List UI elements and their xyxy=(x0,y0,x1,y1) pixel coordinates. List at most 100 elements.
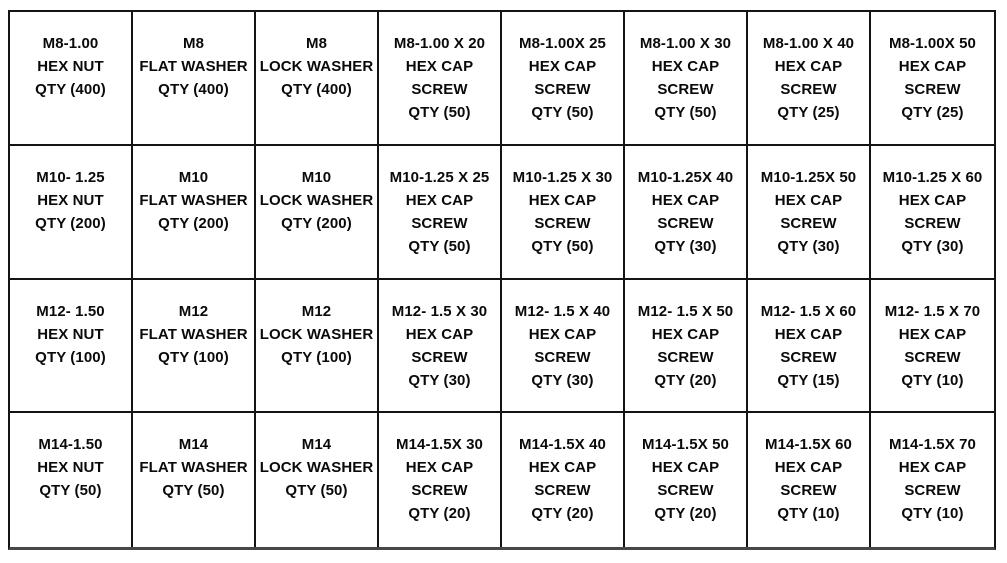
label-size: M14 xyxy=(301,436,332,454)
label-qty: QTY (50) xyxy=(654,104,717,121)
label-part: HEX CAP xyxy=(528,325,597,343)
label-part: HEX CAP xyxy=(651,325,720,343)
label-part: HEX CAP xyxy=(405,325,474,343)
label-part: HEX CAP xyxy=(405,459,474,477)
label-qty: QTY (50) xyxy=(39,482,102,500)
label-qty: QTY (200) xyxy=(281,214,352,232)
label-part: SCREW xyxy=(904,81,961,98)
label-qty: QTY (200) xyxy=(35,214,106,232)
label-size: M10-1.25X 50 xyxy=(760,168,857,186)
label-part: HEX CAP xyxy=(405,191,474,209)
bin-label-r1c0: M10- 1.25 HEX NUT QTY (200) xyxy=(10,145,133,280)
label-part: HEX CAP xyxy=(651,191,720,209)
label-part: HEX NUT xyxy=(37,191,104,209)
label-qty: QTY (30) xyxy=(777,237,840,255)
label-part: SCREW xyxy=(780,482,837,500)
label-qty: QTY (50) xyxy=(531,104,594,121)
label-part: SCREW xyxy=(411,214,468,232)
label-size: M10-1.25 X 60 xyxy=(882,168,983,186)
bin-label-r0c7: M8-1.00X 50 HEX CAP SCREW QTY (25) xyxy=(871,12,994,146)
bin-label-r3c6: M14-1.5X 60 HEX CAP SCREW QTY (10) xyxy=(748,413,871,547)
label-size: M14 xyxy=(178,436,209,454)
bin-label-r2c4: M12- 1.5 X 40 HEX CAP SCREW QTY (30) xyxy=(502,279,625,414)
label-part: SCREW xyxy=(534,81,591,98)
label-size: M10-1.25 X 30 xyxy=(512,168,613,186)
label-part: LOCK WASHER xyxy=(259,325,374,343)
label-qty: QTY (50) xyxy=(408,104,471,121)
label-qty: QTY (400) xyxy=(281,81,352,98)
bin-label-r1c7: M10-1.25 X 60 HEX CAP SCREW QTY (30) xyxy=(871,146,994,280)
bin-label-r2c0: M12- 1.50 HEX NUT QTY (100) xyxy=(10,279,133,414)
label-part: SCREW xyxy=(657,482,714,500)
label-part: HEX CAP xyxy=(898,459,967,477)
label-qty: QTY (20) xyxy=(654,371,717,389)
label-part: SCREW xyxy=(657,348,714,366)
label-size: M10-1.25X 40 xyxy=(637,168,734,186)
label-qty: QTY (30) xyxy=(531,371,594,389)
hardware-assortment-grid: M8-1.00 HEX NUT QTY (400) M8 FLAT WASHER… xyxy=(8,10,996,550)
label-size: M12 xyxy=(178,302,209,320)
bin-label-r3c7: M14-1.5X 70 HEX CAP SCREW QTY (10) xyxy=(871,413,994,547)
label-part: HEX CAP xyxy=(898,58,967,75)
label-size: M8-1.00 X 40 xyxy=(762,35,855,52)
bin-label-r1c4: M10-1.25 X 30 HEX CAP SCREW QTY (50) xyxy=(502,145,625,280)
label-qty: QTY (10) xyxy=(901,505,964,523)
label-qty: QTY (20) xyxy=(531,505,594,523)
label-size: M12- 1.5 X 70 xyxy=(884,302,981,320)
label-qty: QTY (100) xyxy=(35,348,106,366)
bin-label-r3c0: M14-1.50 HEX NUT QTY (50) xyxy=(10,413,133,547)
bin-label-r1c6: M10-1.25X 50 HEX CAP SCREW QTY (30) xyxy=(748,145,871,280)
bin-label-r3c5: M14-1.5X 50 HEX CAP SCREW QTY (20) xyxy=(625,413,748,547)
bin-label-r1c3: M10-1.25 X 25 HEX CAP SCREW QTY (50) xyxy=(379,145,502,280)
label-size: M12- 1.5 X 40 xyxy=(514,302,611,320)
label-part: SCREW xyxy=(411,81,468,98)
label-qty: QTY (20) xyxy=(408,505,471,523)
label-part: HEX CAP xyxy=(528,58,597,75)
label-size: M8-1.00 X 20 xyxy=(393,35,486,52)
label-part: SCREW xyxy=(534,482,591,500)
label-qty: QTY (50) xyxy=(285,482,348,500)
label-part: HEX CAP xyxy=(774,325,843,343)
label-size: M8-1.00X 25 xyxy=(519,35,606,52)
label-qty: QTY (30) xyxy=(408,371,471,389)
label-part: SCREW xyxy=(780,348,837,366)
label-qty: QTY (50) xyxy=(408,237,471,255)
label-qty: QTY (100) xyxy=(281,348,352,366)
bin-label-r0c1: M8 FLAT WASHER QTY (400) xyxy=(133,12,256,146)
label-part: HEX CAP xyxy=(774,58,843,75)
bin-label-r2c6: M12- 1.5 X 60 HEX CAP SCREW QTY (15) xyxy=(748,279,871,414)
label-size: M14-1.50 xyxy=(38,436,103,454)
label-size: M10- 1.25 xyxy=(36,168,105,186)
bin-label-r0c4: M8-1.00X 25 HEX CAP SCREW QTY (50) xyxy=(502,12,625,146)
label-qty: QTY (20) xyxy=(654,505,717,523)
label-part: HEX NUT xyxy=(37,459,104,477)
label-qty: QTY (30) xyxy=(654,237,717,255)
label-part: SCREW xyxy=(411,482,468,500)
bin-label-r3c4: M14-1.5X 40 HEX CAP SCREW QTY (20) xyxy=(502,413,625,547)
label-qty: QTY (50) xyxy=(531,237,594,255)
label-part: HEX CAP xyxy=(774,459,843,477)
label-size: M8-1.00X 50 xyxy=(889,35,976,52)
label-size: M10 xyxy=(301,168,332,186)
label-part: SCREW xyxy=(534,214,591,232)
label-qty: QTY (10) xyxy=(901,371,964,389)
label-part: HEX NUT xyxy=(37,58,104,75)
bin-label-r2c2: M12 LOCK WASHER QTY (100) xyxy=(256,279,379,414)
label-size: M12- 1.50 xyxy=(36,302,105,320)
bin-label-r3c1: M14 FLAT WASHER QTY (50) xyxy=(133,413,256,547)
label-qty: QTY (30) xyxy=(901,237,964,255)
bin-label-r3c3: M14-1.5X 30 HEX CAP SCREW QTY (20) xyxy=(379,413,502,547)
label-part: HEX CAP xyxy=(528,459,597,477)
bin-label-r2c3: M12- 1.5 X 30 HEX CAP SCREW QTY (30) xyxy=(379,279,502,414)
label-size: M8-1.00 X 30 xyxy=(639,35,732,52)
label-size: M8-1.00 xyxy=(42,35,99,52)
label-part: SCREW xyxy=(411,348,468,366)
label-size: M10 xyxy=(178,168,209,186)
label-part: SCREW xyxy=(904,482,961,500)
label-qty: QTY (15) xyxy=(777,371,840,389)
bin-label-r0c0: M8-1.00 HEX NUT QTY (400) xyxy=(10,12,133,146)
label-part: SCREW xyxy=(534,348,591,366)
bin-label-r0c6: M8-1.00 X 40 HEX CAP SCREW QTY (25) xyxy=(748,12,871,146)
label-size: M12- 1.5 X 50 xyxy=(637,302,734,320)
bin-label-r0c2: M8 LOCK WASHER QTY (400) xyxy=(256,12,379,146)
